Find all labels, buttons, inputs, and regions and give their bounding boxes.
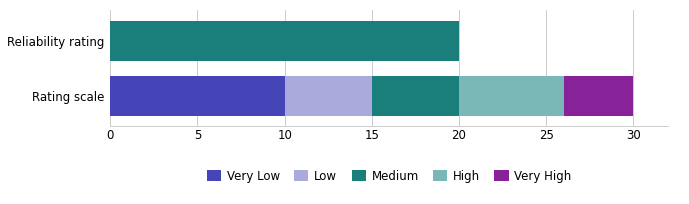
Bar <box>372 76 459 116</box>
Legend: Very Low, Low, Medium, High, Very High: Very Low, Low, Medium, High, Very High <box>207 170 572 183</box>
Bar <box>285 76 372 116</box>
Bar <box>110 76 285 116</box>
Bar <box>110 21 459 61</box>
Bar <box>459 76 564 116</box>
Bar <box>564 76 633 116</box>
